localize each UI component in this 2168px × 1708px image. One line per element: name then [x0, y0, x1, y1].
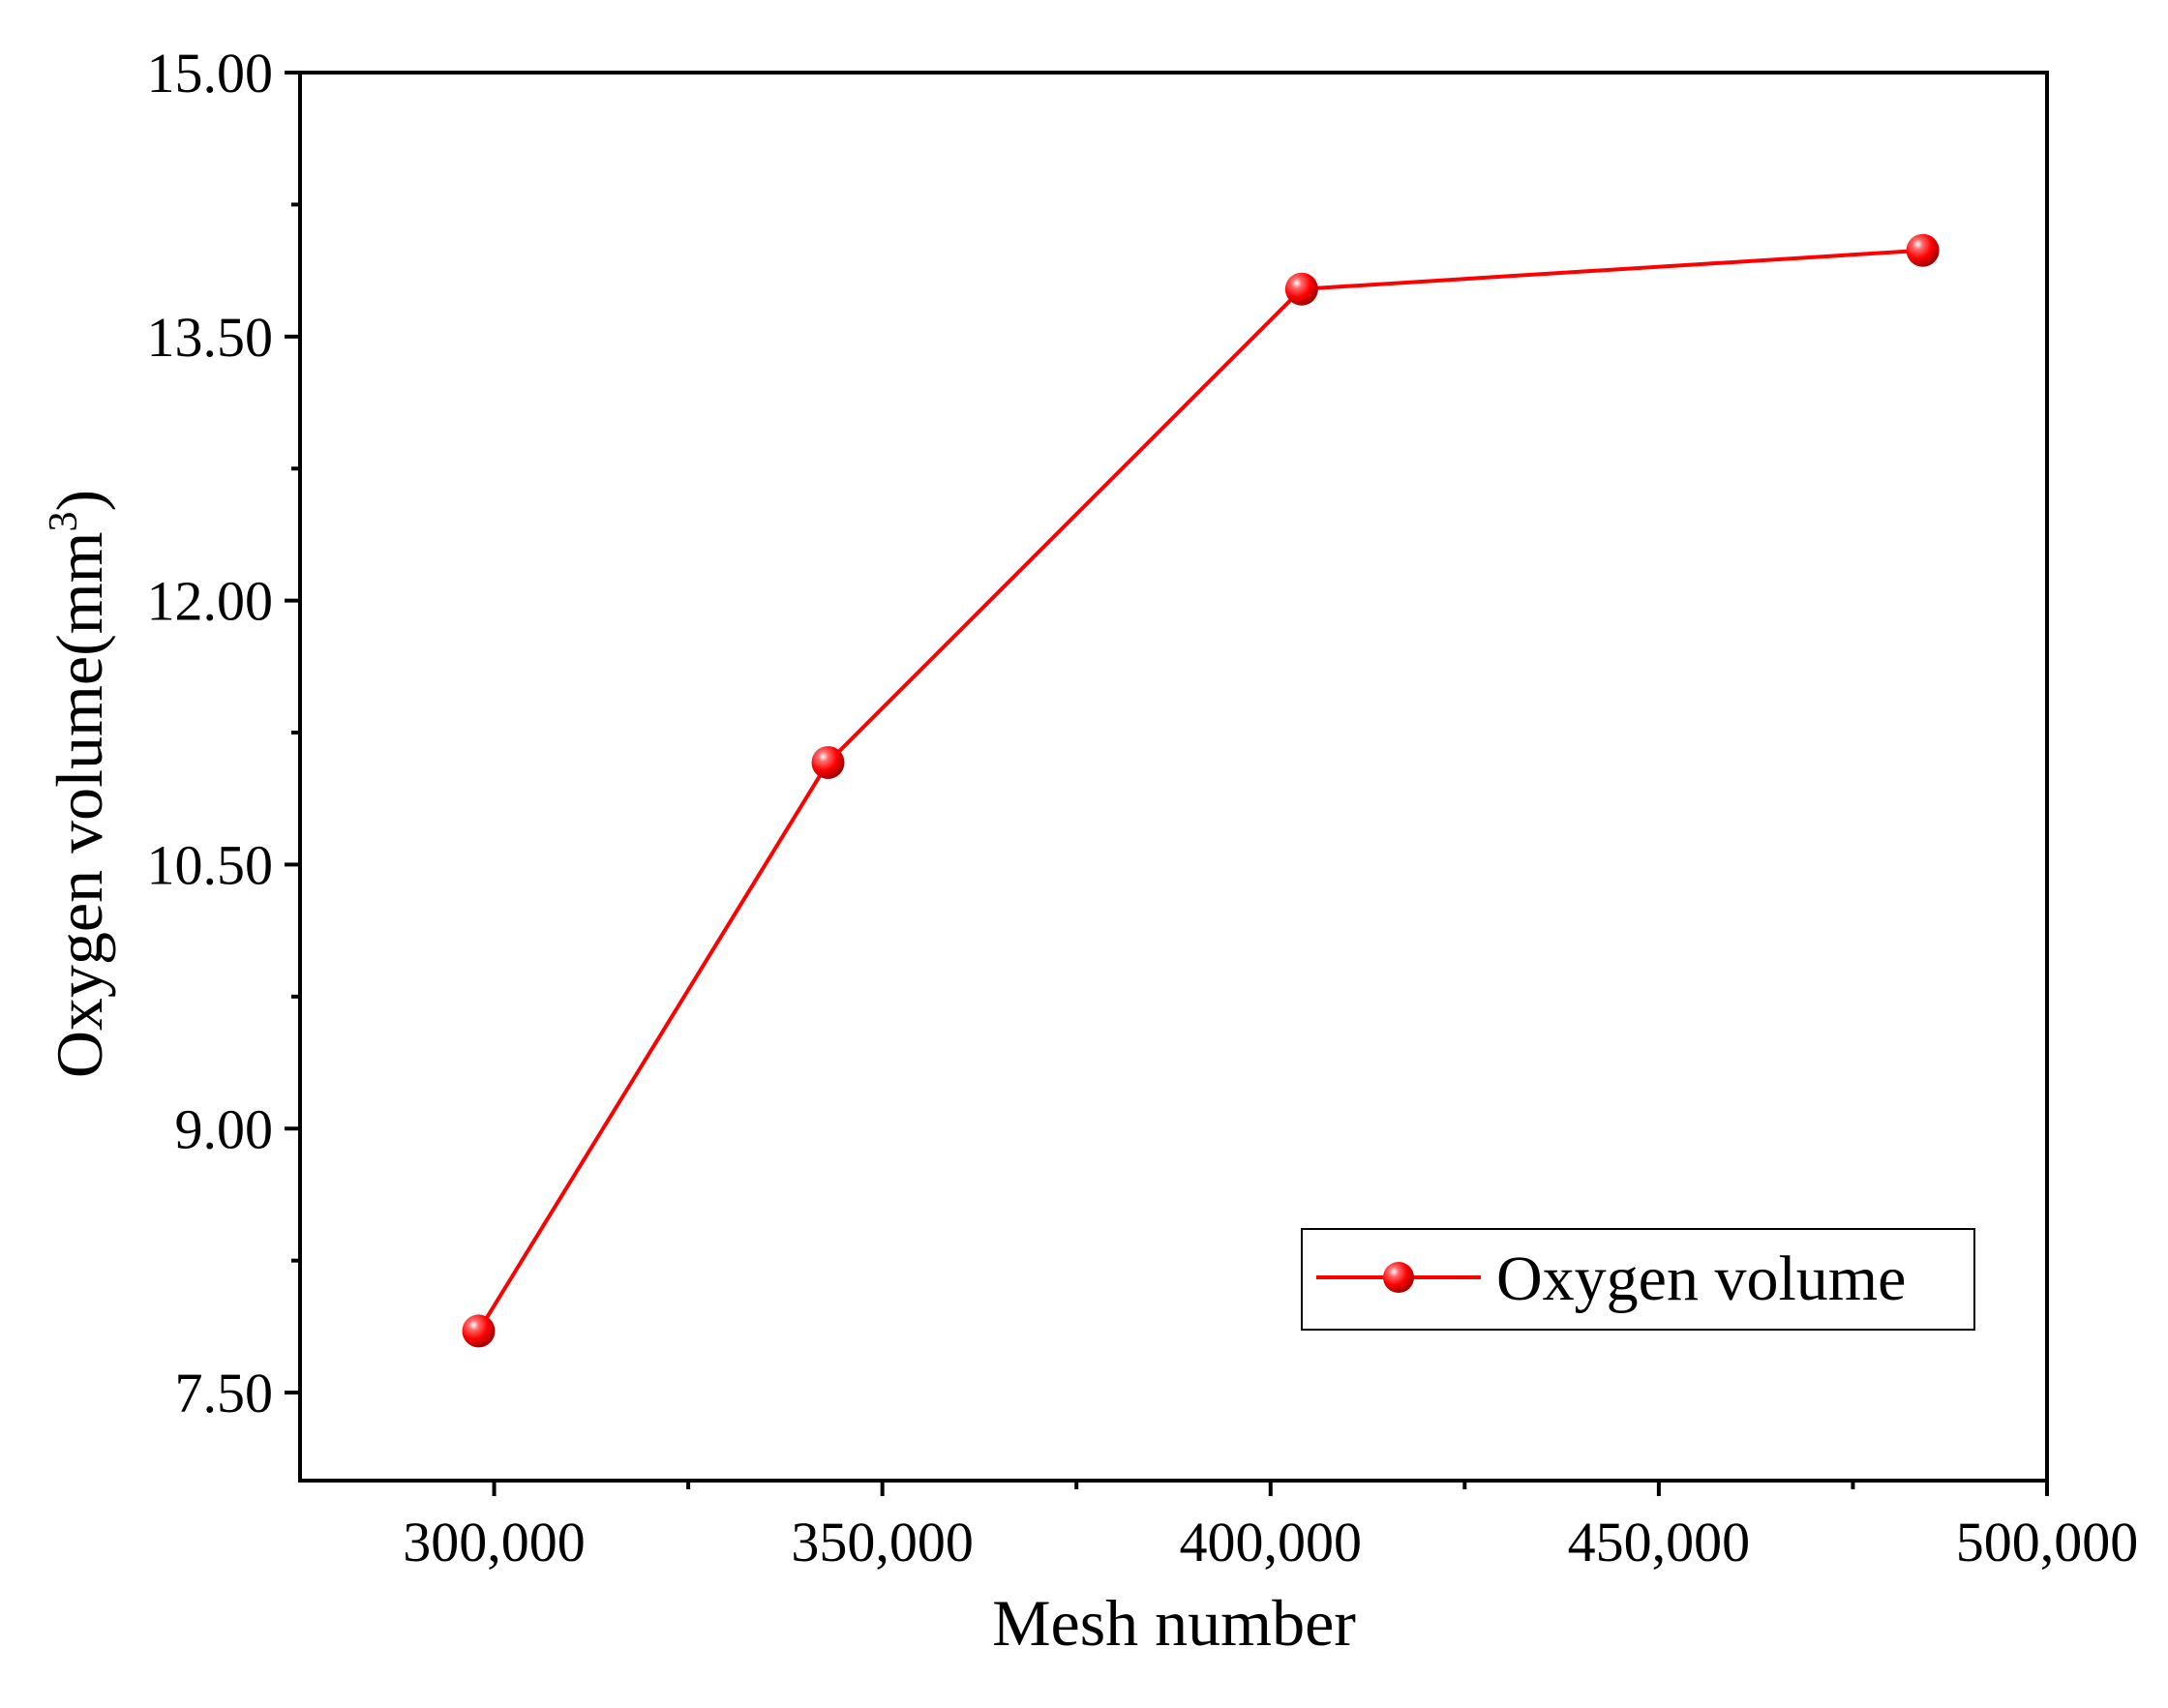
y-axis-title-superscript: 3	[42, 511, 86, 531]
x-tick-label: 450,000	[1568, 1511, 1751, 1573]
y-tick-label: 9.00	[175, 1097, 274, 1160]
x-tick-label: 400,000	[1180, 1511, 1363, 1573]
legend-label: Oxygen volume	[1496, 1244, 1906, 1314]
y-tick-label: 13.50	[147, 306, 274, 369]
x-axis-title: Mesh number	[992, 1586, 1356, 1660]
x-tick-label: 500,000	[1956, 1511, 2139, 1573]
data-point	[1906, 233, 1940, 267]
legend: Oxygen volume	[1301, 1228, 1975, 1331]
y-tick-label: 7.50	[175, 1362, 274, 1424]
data-point	[811, 745, 845, 779]
x-tick-label: 300,000	[403, 1511, 586, 1573]
y-tick-label: 15.00	[147, 42, 274, 105]
data-point	[1284, 272, 1318, 306]
data-point	[462, 1314, 496, 1348]
series-line	[476, 248, 1923, 1333]
legend-marker-sample	[1383, 1262, 1414, 1293]
x-tick-label: 350,000	[791, 1511, 974, 1573]
y-axis-title-main: Oxygen volume(mm	[43, 531, 116, 1078]
plot-frame	[298, 71, 2049, 1483]
y-axis-title-close: )	[43, 490, 116, 512]
y-tick-label: 12.00	[147, 570, 274, 633]
y-axis-title: Oxygen volume(mm3)	[42, 490, 116, 1078]
y-tick-label: 10.50	[147, 833, 274, 896]
